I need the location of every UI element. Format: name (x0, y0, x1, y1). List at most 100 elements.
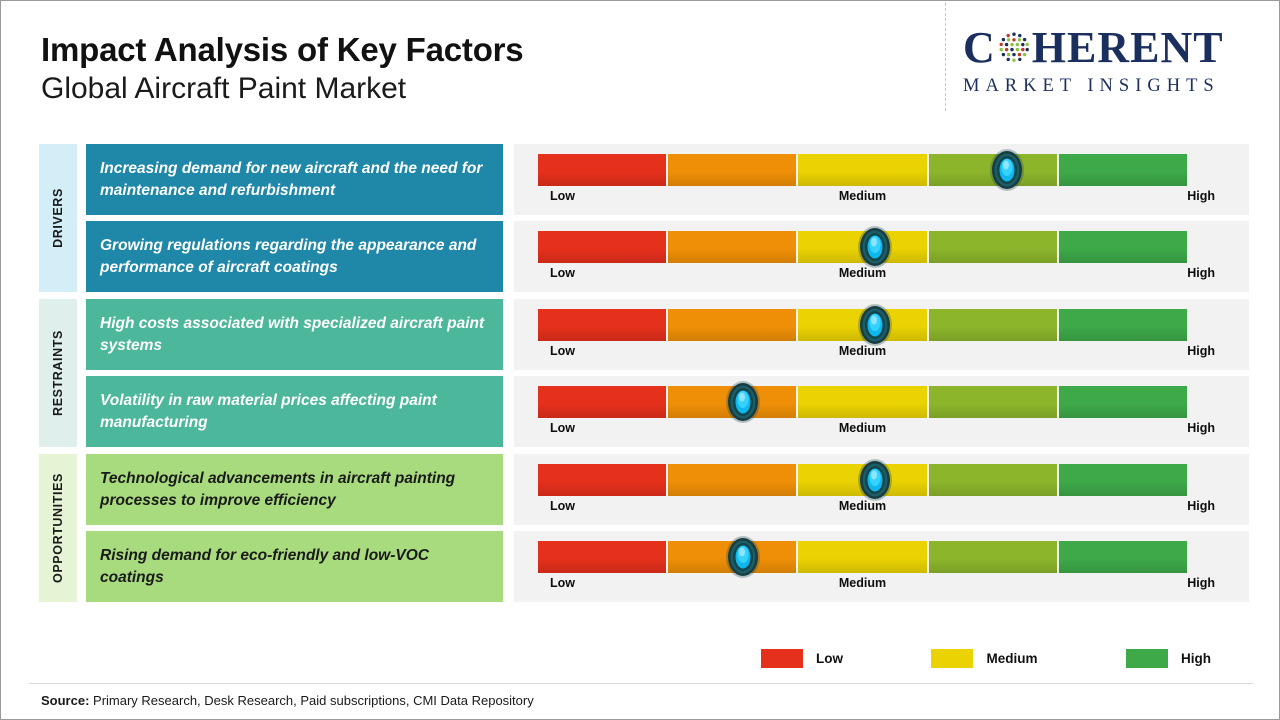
gauge-segment-1 (538, 231, 667, 263)
gauge-tick-medium: Medium (838, 189, 887, 203)
factor-box: Technological advancements in aircraft p… (86, 454, 503, 525)
gauge-panel: Low Medium High (514, 376, 1249, 447)
category-label-text: RESTRAINTS (51, 330, 65, 416)
gauge-segment-1 (538, 309, 667, 341)
gauge-tick-high: High (1187, 421, 1215, 435)
gauge-bar (538, 464, 1188, 496)
factor-text: Volatility in raw material prices affect… (100, 391, 437, 431)
factor-text: Rising demand for eco-friendly and low-V… (100, 546, 429, 586)
gauge-segment-2 (668, 541, 797, 573)
factor-text: Technological advancements in aircraft p… (100, 469, 456, 509)
factor-text: Growing regulations regarding the appear… (100, 236, 477, 276)
gauge-bar (538, 386, 1188, 418)
gauge-bar (538, 541, 1188, 573)
gauge-segment-1 (538, 386, 667, 418)
gauge-ticks: Low Medium High (538, 499, 1215, 519)
gauge-segment-4 (928, 386, 1057, 418)
gauge-segment-3 (798, 541, 927, 573)
gauge-segment-5 (1058, 541, 1188, 573)
gauge-segment-5 (1058, 386, 1188, 418)
legend-label: Medium (986, 650, 1038, 666)
gauge-segment-5 (1058, 231, 1188, 263)
gauge-panel: Low Medium High (514, 531, 1249, 602)
gauge-segment-4 (928, 309, 1057, 341)
factor-box: High costs associated with specialized a… (86, 299, 503, 370)
legend-swatch (761, 648, 803, 668)
globe-icon (997, 31, 1031, 65)
factor-text: Increasing demand for new aircraft and t… (100, 159, 483, 199)
gauge-segment-2 (668, 154, 797, 186)
company-logo: C (963, 25, 1263, 105)
legend-swatch (931, 648, 974, 668)
logo-tagline: MARKET INSIGHTS (963, 76, 1220, 96)
gauge-tick-medium: Medium (838, 266, 887, 280)
category-label-text: DRIVERS (51, 188, 65, 248)
header: Impact Analysis of Key Factors Global Ai… (1, 1, 1279, 133)
gauge-segment-4 (928, 464, 1057, 496)
gauge-tick-high: High (1187, 266, 1215, 280)
factor-box: Volatility in raw material prices affect… (86, 376, 503, 447)
gauge-tick-low: Low (550, 576, 575, 590)
gauge-segment-1 (538, 154, 667, 186)
title-block: Impact Analysis of Key Factors Global Ai… (41, 31, 524, 108)
gauge-tick-medium: Medium (838, 576, 887, 590)
legend-label: High (1180, 650, 1211, 666)
gauge-segment-1 (538, 541, 667, 573)
gauge-tick-high: High (1187, 189, 1215, 203)
gauge-tick-medium: Medium (838, 499, 887, 513)
gauge-segment-1 (538, 464, 667, 496)
gauge-tick-high: High (1187, 344, 1215, 358)
legend-label: Low (816, 650, 843, 666)
impact-matrix: DRIVERS RESTRAINTS OPPORTUNITIES Increasing… (1, 139, 1279, 617)
gauge-tick-low: Low (550, 189, 575, 203)
gauge-tick-high: High (1187, 576, 1215, 590)
gauge-segment-3 (798, 386, 927, 418)
gauge-segment-5 (1058, 309, 1188, 341)
gauge-segment-3 (798, 154, 927, 186)
gauge-segment-5 (1058, 464, 1188, 496)
gauge-segment-2 (668, 309, 797, 341)
category-label-opportunities: OPPORTUNITIES (39, 454, 77, 602)
gauge-bar (538, 309, 1188, 341)
source-line: Source: Primary Research, Desk Research,… (41, 693, 534, 708)
gauge-ticks: Low Medium High (538, 189, 1215, 209)
category-label-restraints: RESTRAINTS (39, 299, 77, 447)
gauge-segment-4 (928, 541, 1057, 573)
gauge-tick-medium: Medium (838, 344, 887, 358)
legend-item-high: High (1125, 648, 1211, 668)
gauge-tick-medium: Medium (838, 421, 887, 435)
gauge-segment-2 (668, 231, 797, 263)
source-label: Source: (41, 693, 90, 708)
gauge-tick-low: Low (550, 344, 575, 358)
factor-text: High costs associated with specialized a… (100, 314, 485, 354)
page-title: Impact Analysis of Key Factors (41, 31, 524, 68)
header-divider (945, 3, 946, 111)
gauge-segment-4 (928, 231, 1057, 263)
logo-letter-c: C (963, 23, 996, 72)
gauge-segment-3 (798, 231, 927, 263)
gauge-segment-2 (668, 464, 797, 496)
logo-letters-rest: HERENT (1031, 23, 1224, 72)
gauge-tick-low: Low (550, 421, 575, 435)
gauge-panel: Low Medium High (514, 144, 1249, 215)
factor-box: Increasing demand for new aircraft and t… (86, 144, 503, 215)
gauge-panel: Low Medium High (514, 454, 1249, 525)
gauge-tick-low: Low (550, 266, 575, 280)
gauge-bar (538, 231, 1188, 263)
gauge-ticks: Low Medium High (538, 266, 1215, 286)
logo-wordmark: C (963, 25, 1263, 71)
legend: Low Medium High (761, 643, 1211, 673)
gauge-panel: Low Medium High (514, 221, 1249, 292)
gauge-segment-4 (928, 154, 1057, 186)
gauge-panel: Low Medium High (514, 299, 1249, 370)
gauge-ticks: Low Medium High (538, 576, 1215, 596)
gauge-bar (538, 154, 1188, 186)
factor-box: Growing regulations regarding the appear… (86, 221, 503, 292)
legend-swatch (1125, 648, 1168, 668)
gauge-segment-3 (798, 309, 927, 341)
source-text: Primary Research, Desk Research, Paid su… (89, 693, 534, 708)
gauge-ticks: Low Medium High (538, 421, 1215, 441)
legend-item-medium: Medium (931, 648, 1038, 668)
footer-divider (29, 683, 1253, 684)
